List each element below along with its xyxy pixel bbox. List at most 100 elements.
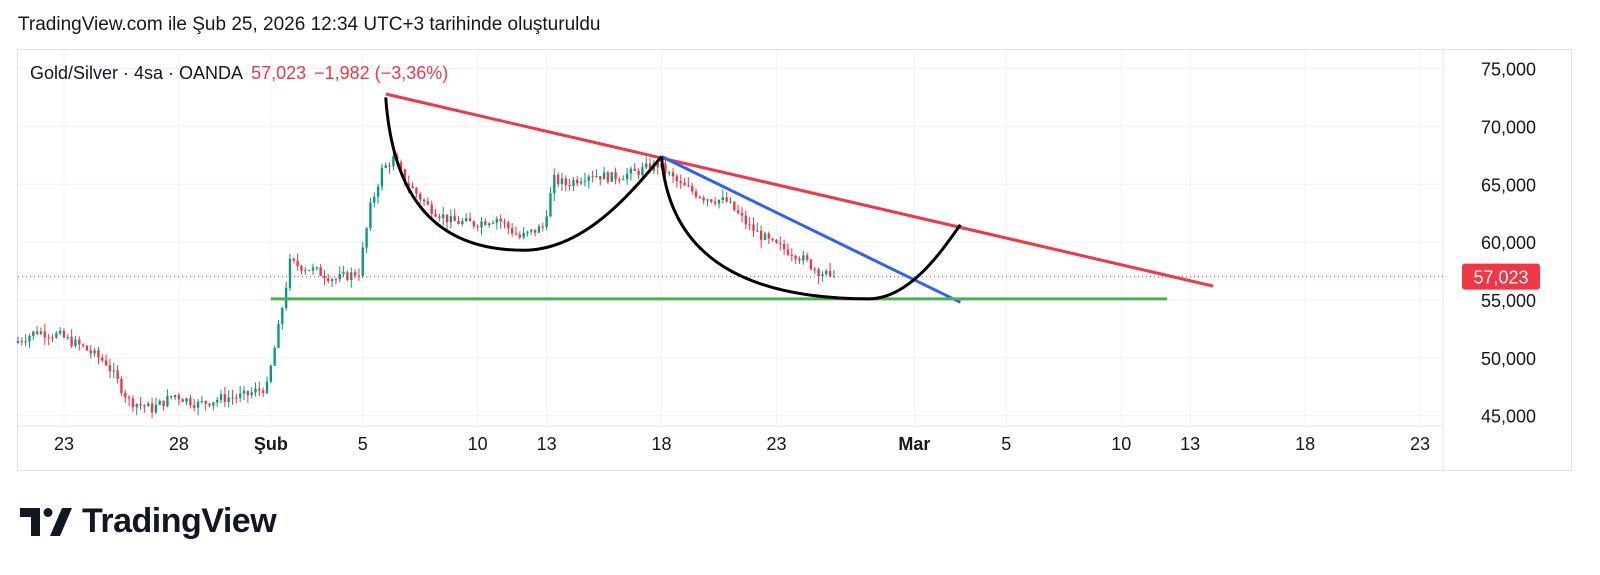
brand: TradingView (20, 502, 277, 541)
time-tick-label: 18 (652, 434, 672, 454)
candle-body (281, 308, 284, 325)
candle-body (250, 392, 253, 396)
candle-body (392, 156, 395, 167)
candle-body (300, 266, 303, 271)
candle-body (85, 345, 89, 351)
time-tick-label: 5 (358, 434, 368, 454)
candle-body (51, 337, 54, 339)
candle-body (35, 331, 39, 335)
price-tick-label: 50,000 (1481, 349, 1536, 369)
candle-body (304, 270, 307, 272)
candle-body (618, 179, 621, 181)
candle-body (108, 365, 112, 372)
candle-body (556, 174, 560, 184)
candle-body (499, 218, 502, 222)
candle-body (633, 168, 636, 171)
candle-body (457, 220, 460, 225)
candle-body (461, 221, 464, 225)
candle-body (553, 174, 556, 194)
legend-symbol: Gold/Silver · 4sa · OANDA (30, 63, 244, 83)
price-tick-label: 65,000 (1481, 175, 1536, 195)
candle-body (442, 214, 445, 219)
candle-body (350, 272, 353, 281)
candle-body (288, 258, 292, 288)
candle-body (629, 168, 633, 174)
candle-body (832, 276, 836, 278)
candle-body (292, 258, 295, 261)
candle-body (55, 333, 58, 338)
candle-body (434, 213, 437, 217)
candle-body (438, 216, 441, 219)
candle-body (208, 403, 211, 406)
candle-body (775, 240, 778, 243)
candle-body (698, 196, 702, 198)
candle-body (729, 201, 732, 203)
candle-body (779, 242, 782, 244)
candle-body (346, 272, 349, 281)
candle-body (625, 173, 629, 180)
candle-body (150, 403, 154, 413)
candle-body (307, 270, 311, 272)
time-tick-label: 5 (1001, 434, 1011, 454)
candle-body (196, 401, 200, 408)
tradingview-logo-icon (20, 507, 72, 536)
candle-body (771, 238, 774, 241)
candle-body (104, 360, 108, 366)
candle-body (790, 254, 793, 256)
candle-body (112, 370, 115, 372)
time-tick-label: Şub (254, 434, 288, 454)
candle-body (514, 233, 518, 235)
candle-body (725, 197, 728, 202)
candle-body (445, 214, 449, 223)
candle-body (721, 197, 725, 200)
candle-body (487, 223, 491, 225)
candle-body (622, 179, 625, 181)
candle-body (261, 390, 265, 394)
candle-body (93, 350, 96, 354)
candle-body (549, 193, 552, 217)
candle-body (58, 330, 62, 334)
candle-body (269, 365, 273, 382)
candle-body (74, 339, 77, 347)
candle-body (419, 193, 422, 200)
arc-drawing (384, 97, 663, 252)
candle-body (369, 202, 372, 229)
candle-body (223, 394, 227, 402)
candle-body (702, 197, 705, 201)
candle-body (503, 221, 506, 223)
candle-body (365, 228, 368, 248)
candle-body (143, 405, 146, 407)
candle-body (212, 402, 215, 406)
candle-body (533, 229, 537, 233)
candle-body (825, 270, 828, 275)
candle-body (468, 218, 472, 222)
time-tick-label: Mar (898, 434, 930, 454)
candle-body (376, 186, 380, 197)
candle-body (127, 397, 131, 399)
candle-body (576, 179, 579, 184)
candle-body (530, 229, 533, 232)
candle-body (334, 279, 338, 281)
candle-body (713, 201, 717, 204)
candle-body (315, 267, 318, 269)
candle-body (664, 163, 667, 174)
candle-body (648, 163, 652, 171)
time-tick-label: 23 (766, 434, 786, 454)
candle-body (560, 178, 564, 184)
price-tick-label: 75,000 (1481, 60, 1536, 80)
candle-body (756, 230, 759, 232)
time-tick-label: 23 (1410, 434, 1430, 454)
price-tick-label: 45,000 (1481, 407, 1536, 427)
price-tick-label: 60,000 (1481, 233, 1536, 253)
candle-body (158, 400, 161, 405)
candle-body (572, 179, 575, 186)
candle-body (70, 336, 73, 347)
candle-body (522, 232, 525, 238)
candle-body (403, 169, 407, 184)
chart-pane[interactable] (17, 49, 1572, 471)
candle-body (599, 176, 602, 180)
chart-caption: TradingView.com ile Şub 25, 2026 12:34 U… (18, 14, 601, 35)
candle-body (710, 199, 713, 202)
candle-body (495, 218, 499, 223)
